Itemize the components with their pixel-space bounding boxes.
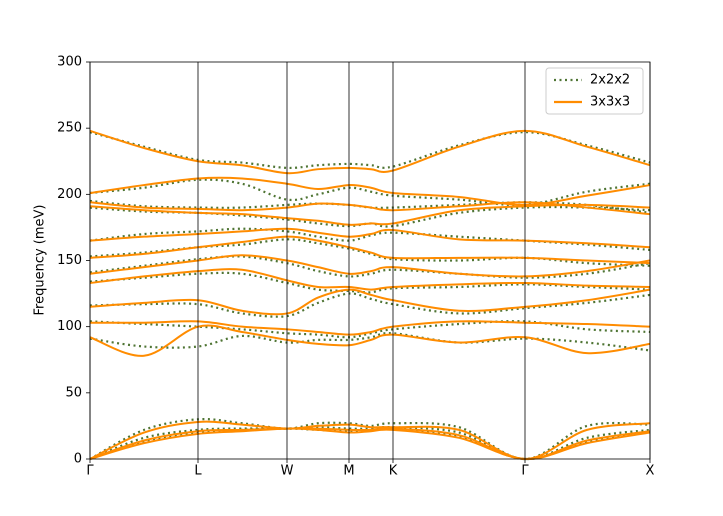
band-line xyxy=(89,227,651,252)
x-tick-label: M xyxy=(343,464,354,479)
x-tick-label: K xyxy=(389,464,398,479)
y-tick-label: 250 xyxy=(57,121,82,136)
band-line xyxy=(89,420,651,461)
y-axis-label: Frequency (meV) xyxy=(33,205,48,316)
x-tick-label: X xyxy=(646,464,655,479)
band-line xyxy=(89,320,651,336)
band-line xyxy=(89,131,651,170)
y-tick-label: 0 xyxy=(74,452,82,467)
y-tick-label: 50 xyxy=(65,385,82,400)
axes-frame xyxy=(89,61,651,460)
band-line xyxy=(89,178,651,207)
band-line xyxy=(89,176,651,206)
x-tick-label: L xyxy=(194,464,202,479)
legend: 2x2x2 3x3x3 xyxy=(545,67,644,115)
band-line xyxy=(89,129,651,175)
band-line xyxy=(89,235,651,265)
legend-label: 2x2x2 xyxy=(590,73,630,88)
plot-area xyxy=(89,129,651,461)
band-line xyxy=(89,292,651,318)
y-tick-label: 300 xyxy=(57,55,82,70)
x-tick-label: Γ xyxy=(86,464,94,479)
x-tick-label: Γ xyxy=(521,464,529,479)
y-tick-label: 100 xyxy=(57,319,82,334)
y-tick-label: 200 xyxy=(57,187,82,202)
y-tick-label: 150 xyxy=(57,253,82,268)
x-tick-label: W xyxy=(281,464,294,479)
legend-label: 3x3x3 xyxy=(590,95,630,110)
